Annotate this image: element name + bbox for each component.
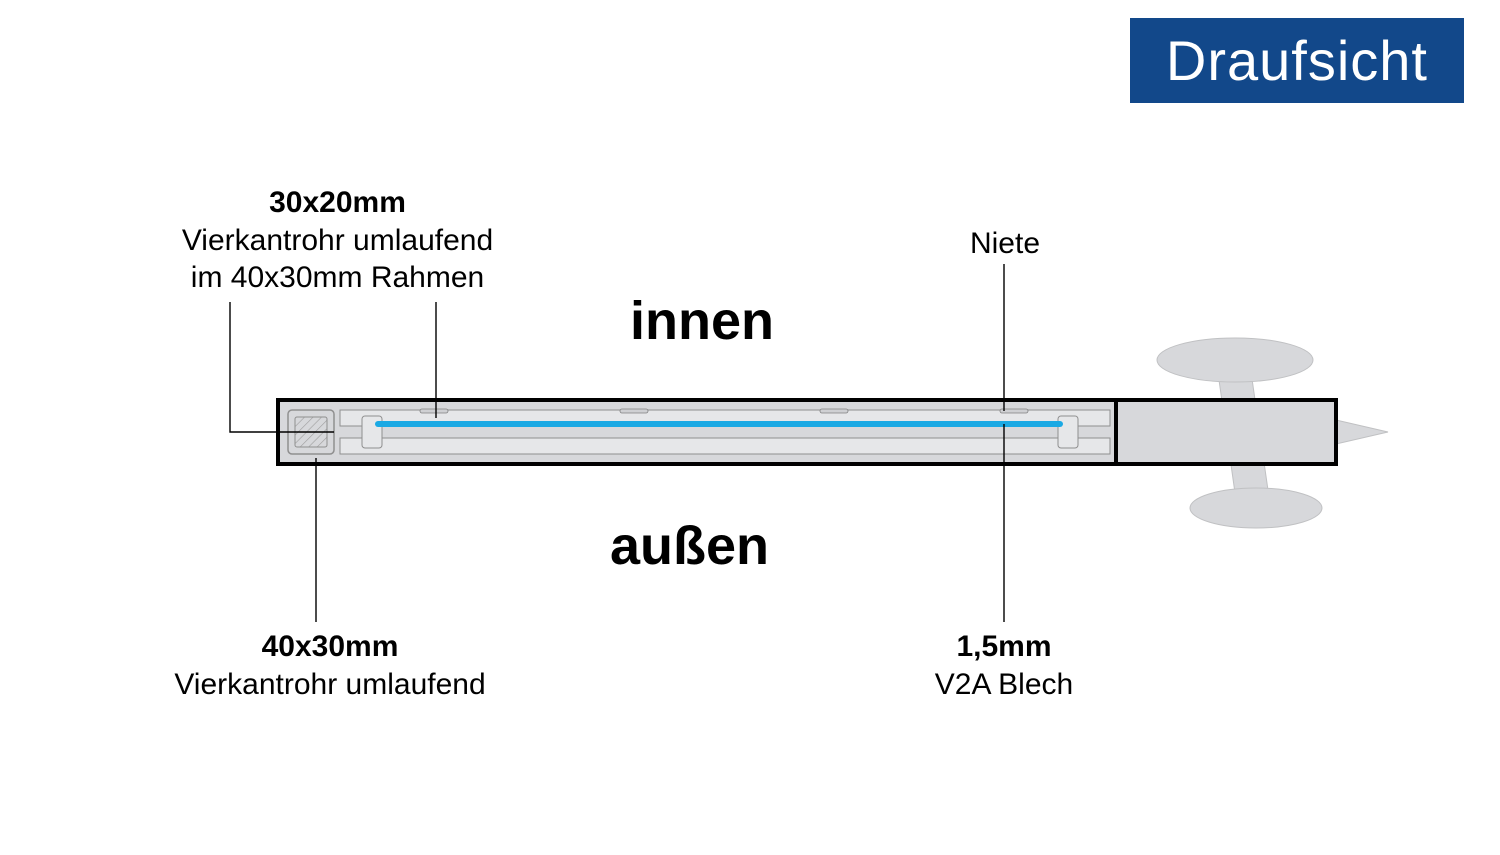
technical-drawing [0,0,1500,855]
diagram-stage: Draufsicht innen außen 30x20mm Vierkantr… [0,0,1500,855]
